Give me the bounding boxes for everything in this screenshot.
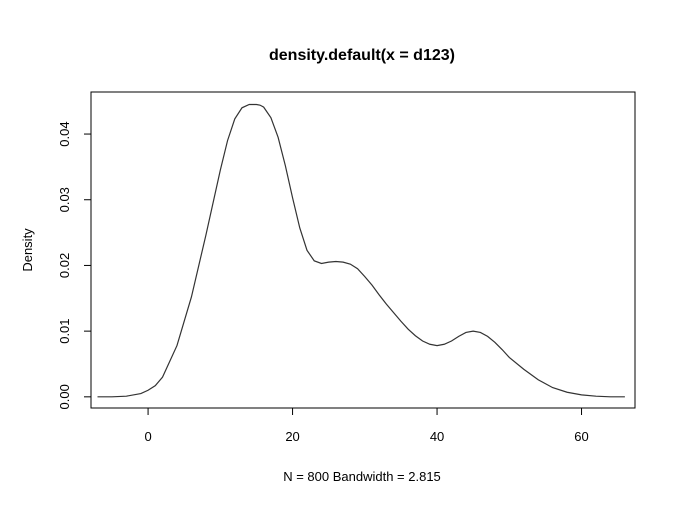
y-tick-label: 0.03 bbox=[57, 187, 72, 212]
plot-frame bbox=[90, 91, 636, 409]
y-tick-label: 0.00 bbox=[57, 384, 72, 409]
x-axis: 0 20 40 60 bbox=[144, 407, 589, 444]
x-tick-label: 20 bbox=[285, 429, 299, 444]
x-tick-label: 0 bbox=[144, 429, 151, 444]
density-curve bbox=[97, 103, 625, 398]
x-tick-label: 40 bbox=[430, 429, 444, 444]
y-tick-label: 0.02 bbox=[57, 253, 72, 278]
y-tick-label: 0.01 bbox=[57, 318, 72, 343]
y-tick-label: 0.04 bbox=[57, 121, 72, 146]
x-tick-label: 60 bbox=[574, 429, 588, 444]
x-axis-label: N = 800 Bandwidth = 2.815 bbox=[283, 469, 441, 484]
chart-title: density.default(x = d123) bbox=[269, 47, 455, 64]
y-axis: 0.00 0.01 0.02 0.03 0.04 bbox=[57, 121, 92, 409]
y-axis-label: Density bbox=[20, 228, 35, 272]
